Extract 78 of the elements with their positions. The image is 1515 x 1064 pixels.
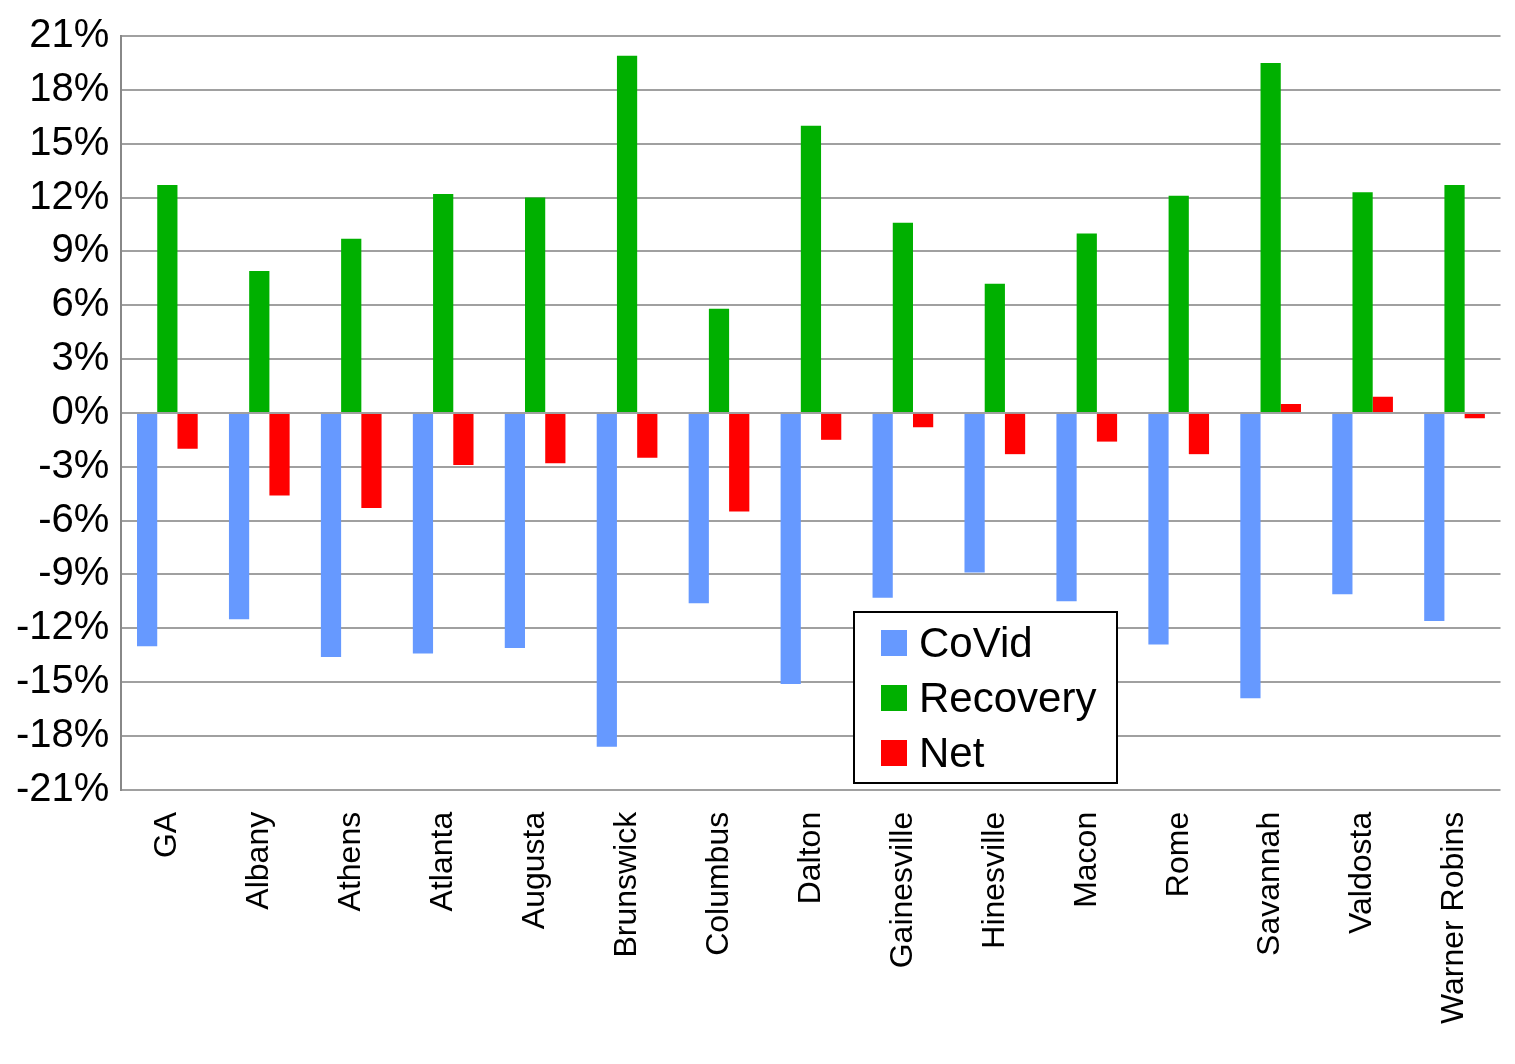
bar xyxy=(1444,184,1465,412)
y-tick-label: 3% xyxy=(51,334,110,379)
bar xyxy=(228,413,250,620)
bar xyxy=(1004,413,1026,455)
y-tick-label: 6% xyxy=(51,280,110,325)
bar xyxy=(341,238,362,412)
bar xyxy=(596,413,617,747)
bar xyxy=(964,413,985,573)
y-tick-label: -21% xyxy=(15,764,110,809)
y-tick-label: 21% xyxy=(29,11,110,56)
y-tick-label: 18% xyxy=(29,64,110,109)
bar xyxy=(412,413,434,654)
x-tick-label: Atlanta xyxy=(423,811,459,912)
bar xyxy=(453,413,474,465)
bar xyxy=(361,413,382,509)
bar xyxy=(800,125,822,412)
bar xyxy=(780,413,801,684)
bar xyxy=(821,413,842,440)
bar xyxy=(249,271,270,412)
x-tick-label: Augusta xyxy=(514,811,551,930)
bar xyxy=(269,413,290,496)
bar xyxy=(525,197,546,412)
bar xyxy=(157,184,178,412)
y-tick-label: 0% xyxy=(51,387,110,432)
y-tick-label: -9% xyxy=(38,549,110,594)
bar xyxy=(1148,413,1169,645)
y-tick-label: -3% xyxy=(38,441,110,486)
y-tick-label: -6% xyxy=(38,495,110,540)
bar xyxy=(637,413,658,458)
bar xyxy=(1372,396,1393,412)
x-tick-label: Rome xyxy=(1158,811,1195,898)
bar xyxy=(504,413,525,648)
bar xyxy=(1280,403,1301,412)
x-tick-label: Albany xyxy=(239,811,276,910)
y-tick-label: 15% xyxy=(29,118,110,163)
bar xyxy=(1352,192,1373,412)
bar xyxy=(1260,62,1281,412)
bar xyxy=(1240,413,1261,699)
bar xyxy=(1188,413,1210,455)
x-tick-label: Macon xyxy=(1066,811,1103,908)
x-tick-label: Brunswick xyxy=(606,810,643,958)
bar xyxy=(1332,413,1353,595)
bar xyxy=(708,308,730,412)
y-tick-label: -15% xyxy=(15,657,110,702)
bar xyxy=(137,413,158,647)
bar xyxy=(320,413,342,657)
bar xyxy=(616,55,638,412)
bar xyxy=(892,222,913,412)
bar xyxy=(872,413,893,598)
y-tick-label: -18% xyxy=(15,710,110,755)
x-tick-label: Valdosta xyxy=(1342,811,1379,934)
bar xyxy=(688,413,709,604)
x-tick-label: Dalton xyxy=(790,811,827,905)
bar xyxy=(433,193,454,412)
bar xyxy=(984,283,1005,412)
bar xyxy=(913,413,934,428)
legend-label: Recovery xyxy=(919,673,1097,723)
y-tick-label: 9% xyxy=(51,226,110,271)
bar xyxy=(1096,413,1118,442)
x-tick-label: Gainesville xyxy=(882,811,919,969)
bar xyxy=(1076,233,1097,412)
bar xyxy=(1056,413,1077,602)
bar xyxy=(177,413,198,449)
bar xyxy=(545,413,566,464)
legend-label: CoVid xyxy=(919,618,1033,668)
y-tick-label: -12% xyxy=(15,603,110,648)
x-tick-label: Savannah xyxy=(1250,811,1287,956)
x-tick-label: GA xyxy=(147,811,184,859)
x-tick-label: Athens xyxy=(331,811,368,912)
bar xyxy=(1168,195,1189,412)
bar xyxy=(1464,413,1485,419)
y-tick-label: 12% xyxy=(29,172,110,217)
legend-label: Net xyxy=(919,728,985,778)
x-tick-label: Warner Robins xyxy=(1434,811,1471,1024)
x-tick-label: Columbus xyxy=(698,811,735,956)
x-tick-label: Hinesville xyxy=(974,811,1011,949)
bar xyxy=(1424,413,1445,622)
bar xyxy=(729,413,750,512)
